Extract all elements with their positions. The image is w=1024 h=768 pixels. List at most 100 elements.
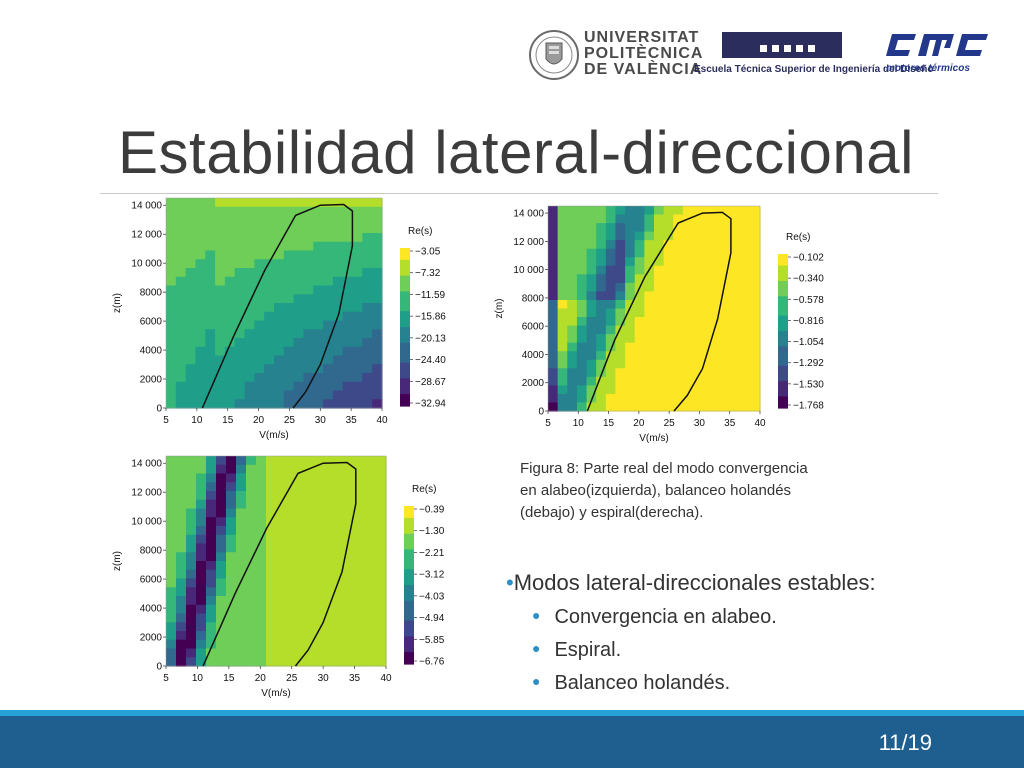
heatmap-cell: [731, 325, 742, 335]
heatmap-cell: [205, 268, 216, 278]
heatmap-cell: [362, 259, 373, 269]
heatmap-cell: [264, 381, 275, 392]
heatmap-cell: [721, 248, 732, 258]
heatmap-cell: [185, 285, 197, 295]
heatmap-cell: [692, 368, 703, 378]
heatmap-cell: [316, 648, 327, 658]
heatmap-cell: [342, 285, 354, 295]
heatmap-cell: [205, 250, 216, 260]
heatmap-cell: [286, 456, 297, 466]
heatmap-cell: [206, 569, 217, 580]
heatmap-cell: [186, 613, 197, 623]
heatmap-cell: [264, 338, 275, 348]
colorbar-swatch: [778, 319, 788, 324]
heatmap-cell: [186, 569, 197, 580]
heatmap-cell: [186, 648, 197, 658]
heatmap-cell: [366, 543, 377, 553]
heatmap-cell: [264, 311, 275, 322]
heatmap-cell: [362, 399, 373, 409]
heatmap-cell: [366, 552, 377, 562]
heatmap-cell: [254, 241, 265, 252]
heatmap-cell: [356, 491, 367, 501]
heatmap-cell: [236, 464, 247, 475]
heatmap-cell: [185, 373, 197, 383]
heatmap-cell: [342, 364, 354, 374]
heatmap-cell: [673, 231, 684, 241]
heatmap-cell: [303, 364, 314, 374]
heatmap-cell: [175, 250, 187, 260]
heatmap-cell: [605, 385, 617, 395]
heatmap-cell: [296, 578, 307, 588]
heatmap-cell: [216, 491, 227, 501]
heatmap-cell: [352, 346, 363, 357]
heatmap-cell: [175, 390, 187, 400]
bullet-list: •Modos lateral-direccionales estables: ●…: [506, 570, 876, 695]
heatmap-cell: [342, 250, 354, 260]
heatmap-cell: [303, 285, 314, 295]
heatmap-cell: [372, 355, 383, 365]
heatmap-cell: [236, 631, 247, 641]
heatmap-cell: [625, 402, 636, 412]
heatmap-cell: [303, 233, 314, 243]
heatmap-cell: [586, 223, 597, 233]
colorbar-tick-label: −20.13: [415, 333, 446, 344]
colorbar-swatch: [400, 334, 410, 340]
colorbar-tick-label: −1.054: [793, 337, 824, 348]
heatmap-cell: [254, 311, 265, 322]
colorbar-swatch: [778, 257, 788, 263]
heatmap-cell: [303, 241, 314, 252]
heatmap-cell: [256, 464, 267, 475]
heatmap-cell: [236, 552, 247, 562]
heatmap-cell: [185, 268, 197, 278]
heatmap-cell: [264, 320, 275, 330]
heatmap-cell: [224, 364, 236, 374]
heatmap-cell: [654, 206, 665, 216]
heatmap-cell: [316, 604, 327, 615]
heatmap-cell: [682, 308, 694, 318]
heatmap-cell: [296, 473, 307, 483]
heatmap-cell: [176, 622, 187, 632]
heatmap-cell: [303, 329, 314, 339]
heatmap-cell: [576, 299, 588, 310]
heatmap-cell: [750, 393, 761, 404]
colorbar-title: Re(s): [408, 226, 432, 237]
heatmap-cell: [206, 534, 217, 545]
heatmap-cell: [750, 231, 761, 241]
heatmap-cell: [166, 482, 177, 492]
heatmap-cell: [750, 317, 761, 327]
heatmap-cell: [567, 299, 578, 310]
heatmap-cell: [276, 464, 287, 475]
heatmap-cell: [216, 604, 227, 615]
heatmap-cell: [372, 320, 383, 330]
heatmap-cell: [296, 499, 307, 510]
heatmap-cell: [166, 364, 177, 374]
heatmap-cell: [256, 604, 267, 615]
heatmap-cell: [283, 390, 295, 400]
x-tick-label: 30: [318, 673, 330, 684]
heatmap-cell: [548, 325, 559, 335]
heatmap-cell: [332, 399, 344, 409]
heatmap-cell: [673, 385, 684, 395]
colorbar-title: Re(s): [412, 484, 436, 495]
heatmap-cell: [326, 482, 337, 492]
heatmap-cell: [234, 355, 246, 365]
heatmap-cell: [246, 596, 257, 606]
upv-logo: UNIVERSITAT POLITÈCNICA DE VALÈNCIA: [528, 28, 702, 82]
heatmap-cell: [186, 464, 197, 475]
heatmap-cell: [673, 402, 684, 412]
heatmap-cell: [644, 291, 655, 301]
heatmap-cell: [576, 317, 588, 327]
heatmap-cell: [246, 587, 257, 597]
heatmap-cell: [711, 402, 723, 412]
heatmap-cell: [625, 376, 636, 386]
heatmap-cell: [692, 206, 703, 216]
y-tick-label: 12 000: [513, 237, 544, 248]
heatmap-cell: [296, 604, 307, 615]
heatmap-cell: [366, 456, 377, 466]
heatmap-cell: [634, 308, 645, 318]
heatmap-cell: [246, 517, 257, 527]
heatmap-cell: [596, 257, 607, 267]
heatmap-cell: [266, 613, 277, 623]
heatmap-cell: [216, 543, 227, 553]
heatmap-cell: [264, 285, 275, 295]
